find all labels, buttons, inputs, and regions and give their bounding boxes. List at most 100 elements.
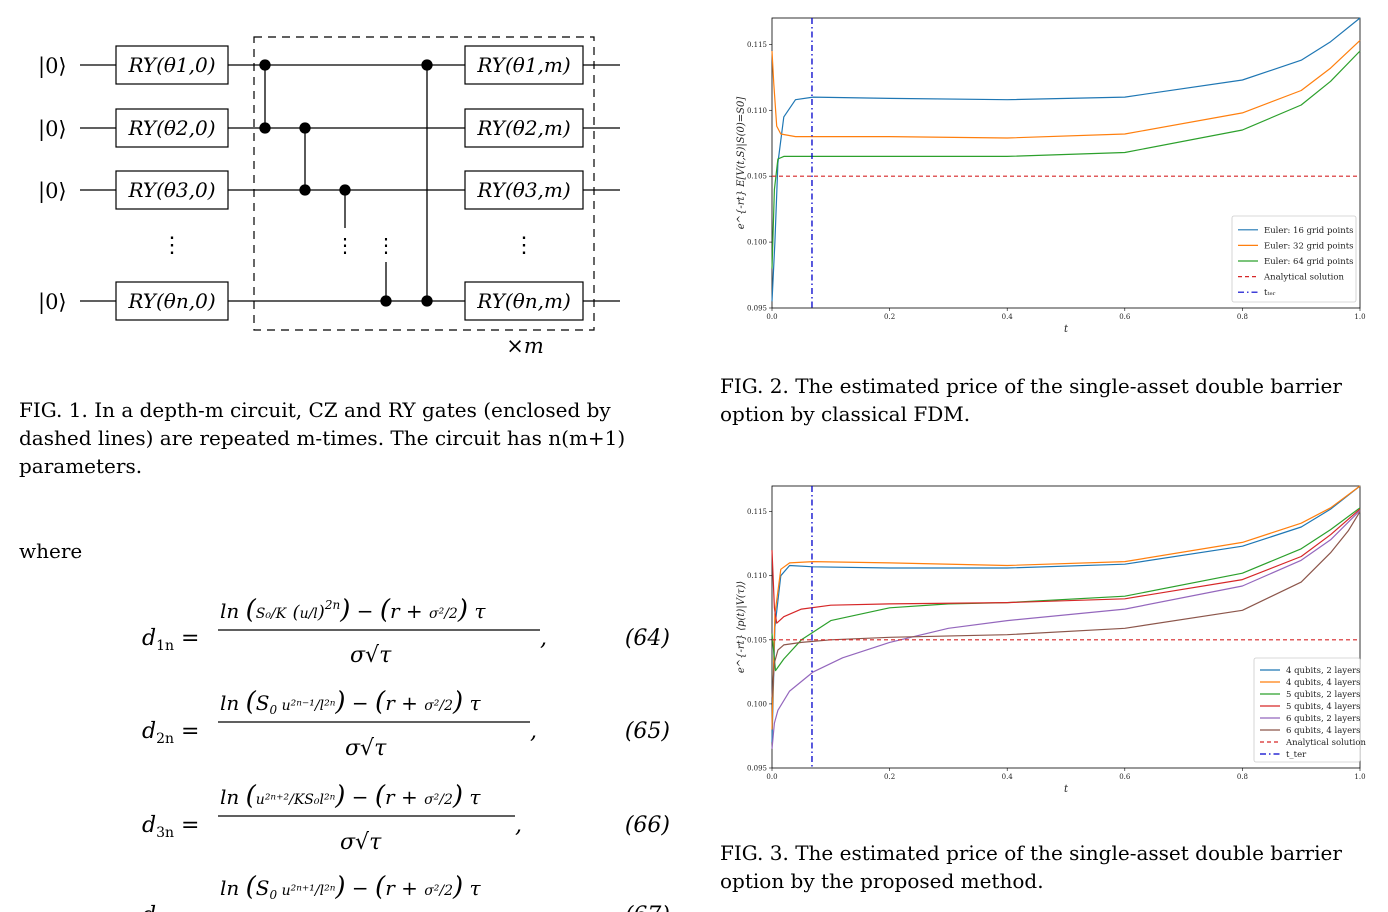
x-tick-label: 0.0 [766, 313, 777, 321]
equation-64: d1n = ln (S₀/K (u/l)2n) − (r + σ²/2) τ σ… [142, 595, 670, 668]
gate-ry-n-m: RY(θn,m) [476, 289, 571, 313]
fig3-caption-line: FIG. 3. The estimated price of the singl… [720, 841, 1342, 865]
plot-frame [771, 17, 1361, 309]
gate-ry-3-m: RY(θ3,m) [476, 178, 570, 202]
ket-zero-3: |0⟩ [38, 179, 67, 204]
legend-entry: 5 qubits, 4 layers [1286, 702, 1361, 712]
y-tick-label: 0.095 [747, 305, 767, 313]
where-text: where [19, 539, 83, 563]
fig3-caption: FIG. 3. The estimated price of the singl… [720, 839, 1380, 895]
eq-lhs-d4n: d4n [142, 903, 174, 912]
ket-zero-1: |0⟩ [38, 54, 67, 79]
vdots-right: ⋮ [513, 233, 535, 258]
legend-entry: 4 qubits, 4 layers [1286, 678, 1361, 688]
x-tick-label: 0.2 [884, 773, 895, 781]
legend-entry: Analytical solution [1285, 738, 1367, 748]
ket-zero-2: |0⟩ [38, 117, 67, 142]
eq-number-64: (64) [625, 626, 670, 651]
quantum-circuit-diagram: RY(θ1,0) RY(θ2,0) RY(θ3,0) RY(θn,0) RY(θ… [38, 36, 620, 358]
x-axis-label: t [1064, 784, 1069, 795]
x-tick-label: 0.8 [1237, 773, 1248, 781]
y-axis-label: e^{-rt} E[V(t,S)|S(0)=S0] [736, 97, 747, 230]
svg-text:σ√τ: σ√τ [340, 830, 382, 855]
fig2-caption-line: option by classical FDM. [720, 402, 971, 426]
svg-text:ln (S0 u²ⁿ⁻¹/l²ⁿ) − (r + σ²/2): ln (S0 u²ⁿ⁻¹/l²ⁿ) − (r + σ²/2) τ [220, 687, 482, 717]
y-tick-label: 0.100 [747, 700, 767, 708]
x-tick-label: 1.0 [1354, 313, 1365, 321]
gate-ry-2-0: RY(θ2,0) [127, 116, 215, 140]
legend-entry: 6 qubits, 4 layers [1286, 726, 1361, 736]
fig1-caption-line: dashed lines) are repeated m-times. The … [19, 426, 626, 450]
ket-zero-n: |0⟩ [38, 290, 67, 315]
equations-block: d1n = ln (S₀/K (u/l)2n) − (r + σ²/2) τ σ… [142, 595, 670, 912]
x-tick-label: 0.0 [766, 773, 777, 781]
legend-entry: t_ter [1286, 750, 1307, 760]
chart-proposed-method: 0.0 0.2 0.4 0.6 0.8 1.0 0.095 0.100 0.105 0.110 0.… [736, 485, 1367, 795]
series-line-1 [771, 39, 1361, 139]
eq-lhs-d2n: d2n = [142, 719, 199, 747]
svg-text:,: , [515, 813, 522, 838]
equation-65: d2n = ln (S0 u²ⁿ⁻¹/l²ⁿ) − (r + σ²/2) τ σ… [142, 687, 670, 761]
svg-text:ln (S0 u²ⁿ⁺¹/l²ⁿ) − (r + σ²/2): ln (S0 u²ⁿ⁺¹/l²ⁿ) − (r + σ²/2) τ [220, 872, 482, 902]
svg-text:ln (u²ⁿ⁺²/KS₀l²ⁿ) − (r + σ²/2): ln (u²ⁿ⁺²/KS₀l²ⁿ) − (r + σ²/2) τ [220, 781, 481, 811]
series-line-3 [771, 508, 1361, 624]
y-tick-label: 0.110 [747, 107, 767, 115]
legend-box [1231, 215, 1357, 303]
fig2-caption-line: FIG. 2. The estimated price of the singl… [720, 374, 1342, 398]
legend-entry: tₜₑᵣ [1264, 288, 1276, 298]
vdots-cz-1: ⋮ [335, 233, 355, 257]
series-line-4 [771, 509, 1361, 749]
y-tick-label: 0.110 [747, 572, 767, 580]
y-tick-label: 0.105 [747, 636, 767, 644]
gate-ry-n-0: RY(θn,0) [127, 289, 215, 313]
fig1-caption: FIG. 1. In a depth-m circuit, CZ and RY … [19, 396, 679, 480]
x-axis-label: t [1064, 324, 1069, 335]
x-tick-label: 0.6 [1119, 313, 1131, 321]
legend-entry: Euler: 16 grid points [1264, 226, 1353, 236]
x-tick-label: 0.2 [884, 313, 895, 321]
legend-entry: Euler: 64 grid points [1264, 257, 1353, 267]
chart-classical-fdm: 0.0 0.2 0.4 0.6 0.8 1.0 0.095 0.100 0.105 0.110 0.… [736, 17, 1366, 335]
eq-lhs-d3n: d3n = [142, 813, 199, 841]
legend-entry: 5 qubits, 2 layers [1286, 690, 1361, 700]
eq-number-66: (66) [625, 813, 670, 838]
y-tick-label: 0.105 [747, 173, 767, 181]
legend-entry: 6 qubits, 2 layers [1286, 714, 1361, 724]
gate-ry-1-m: RY(θ1,m) [476, 53, 570, 77]
svg-text:,: , [540, 626, 547, 651]
legend-box [1253, 657, 1361, 763]
series-line-5 [771, 511, 1361, 698]
x-tick-label: 0.4 [1002, 773, 1014, 781]
gate-ry-1-0: RY(θ1,0) [127, 53, 215, 77]
y-tick-label: 0.095 [747, 765, 767, 773]
equation-67: d4n ln (S0 u²ⁿ⁺¹/l²ⁿ) − (r + σ²/2) τ (67… [142, 872, 670, 912]
vdots-cz-2: ⋮ [376, 233, 396, 257]
svg-text:σ√τ: σ√τ [350, 643, 392, 668]
series-line-2 [771, 50, 1361, 269]
fig1-caption-line: FIG. 1. In a depth-m circuit, CZ and RY … [19, 398, 611, 422]
eq-lhs-d1n: d1n = [142, 626, 199, 654]
series-line-1 [771, 485, 1361, 730]
svg-text:ln (S₀/K (u/l)2n) − (r + σ²/2): ln (S₀/K (u/l)2n) − (r + σ²/2) τ [220, 595, 486, 625]
eq-number-67: (67) [625, 903, 670, 912]
x-tick-label: 0.4 [1002, 313, 1014, 321]
legend-entry: 4 qubits, 2 layers [1286, 666, 1361, 676]
series-line-2 [771, 507, 1361, 672]
legend-entry: Analytical solution [1263, 273, 1345, 283]
gate-ry-3-0: RY(θ3,0) [127, 178, 215, 202]
gate-ry-2-m: RY(θ2,m) [476, 116, 570, 140]
fig2-caption: FIG. 2. The estimated price of the singl… [720, 372, 1380, 428]
vdots-left: ⋮ [161, 233, 183, 258]
fig3-caption-line: option by the proposed method. [720, 869, 1044, 893]
x-tick-label: 0.6 [1119, 773, 1131, 781]
fig1-caption-line: parameters. [19, 454, 143, 478]
y-tick-label: 0.115 [747, 41, 767, 49]
series-line-0 [771, 485, 1361, 743]
svg-text:σ√τ: σ√τ [345, 736, 387, 761]
equation-66: d3n = ln (u²ⁿ⁺²/KS₀l²ⁿ) − (r + σ²/2) τ σ… [142, 781, 670, 855]
svg-text:,: , [530, 719, 537, 744]
repeat-label: ×m [506, 334, 544, 358]
y-tick-label: 0.100 [747, 239, 767, 247]
x-tick-label: 0.8 [1237, 313, 1248, 321]
legend-entry: Euler: 32 grid points [1264, 241, 1353, 251]
